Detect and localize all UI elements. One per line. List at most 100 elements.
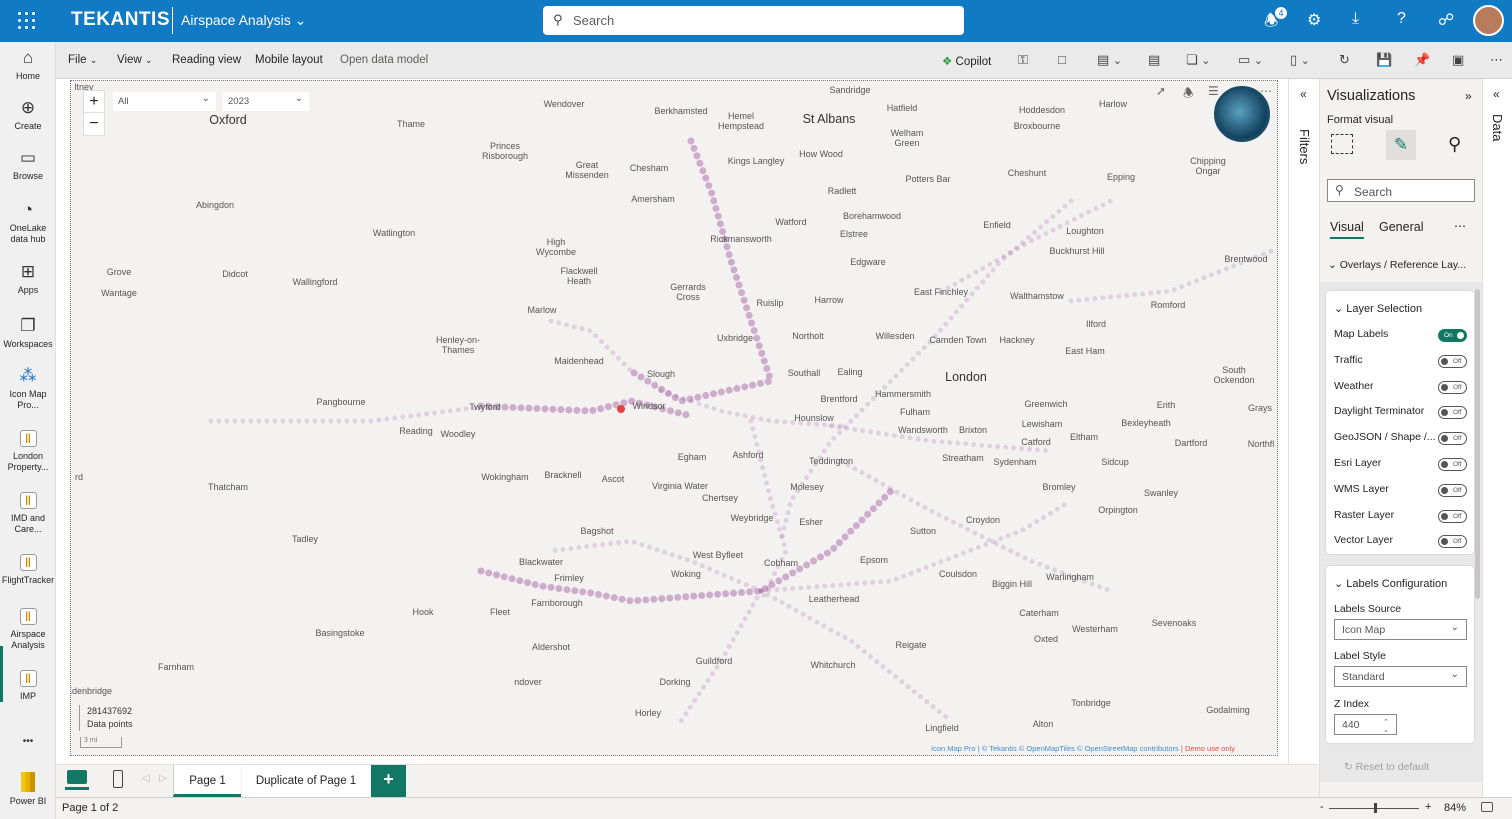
comment-icon[interactable]: □ — [1058, 52, 1066, 67]
nav-label: FlightTracker — [1, 575, 55, 585]
zoom-in-button[interactable]: + — [84, 91, 104, 113]
onelake-icon: ◔ — [22, 200, 34, 219]
gear-icon[interactable]: ⚙ — [1307, 12, 1322, 29]
nav-item-flighttracker[interactable]: || FlightTracker — [0, 554, 56, 586]
viz-search-input[interactable]: ⚲ Search — [1327, 179, 1475, 202]
teams-icon[interactable]: ▣ — [1452, 52, 1465, 67]
nav-item-icon-map-pro[interactable]: ⁂ Icon Map Pro... — [0, 366, 56, 411]
nav-item-onelake-data-hub[interactable]: ◔ OneLake data hub — [0, 200, 56, 245]
mobile-layout-button[interactable]: Mobile layout — [255, 54, 323, 66]
filter-icon[interactable]: ☰ — [1208, 84, 1219, 98]
search-input[interactable]: ⚲ Search — [543, 6, 964, 35]
scrollbar[interactable] — [1475, 289, 1480, 599]
copilot-button[interactable]: ❖ Copilot — [942, 54, 991, 68]
icon-map-pro-icon: ⁂ — [19, 366, 37, 385]
place-label: Maidenhead — [554, 356, 604, 366]
next-page-icon[interactable]: ▷ — [159, 773, 167, 784]
collapse-icon[interactable]: « — [1493, 87, 1500, 101]
nav-item-create[interactable]: ⊕ Create — [0, 98, 56, 132]
more-options-icon[interactable]: ⋯ — [1490, 52, 1503, 67]
layout-icon[interactable]: ▯ ⌄ — [1290, 52, 1310, 67]
tab-general[interactable]: General — [1379, 220, 1424, 234]
labels-config-header[interactable]: ⌄ Labels Configuration — [1334, 578, 1448, 590]
layer-toggle[interactable]: Off — [1438, 509, 1467, 523]
filters-pane[interactable]: « Filters — [1288, 79, 1319, 765]
zoom-out-button[interactable]: − — [89, 115, 99, 132]
reading-view-button[interactable]: Reading view — [172, 54, 242, 66]
subscribe-icon[interactable]: ▤ ⌄ — [1097, 52, 1122, 67]
category-filter[interactable]: All ⌄ — [113, 92, 216, 111]
report-name-dropdown[interactable]: Airspace Analysis ⌄ — [181, 12, 306, 29]
layer-toggle[interactable]: Off — [1438, 354, 1467, 368]
notes-icon[interactable]: ▤ — [1148, 52, 1161, 67]
download-icon[interactable]: ⤓ — [1352, 10, 1360, 27]
overlays-section-header[interactable]: ⌄ Overlays / Reference Lay... — [1328, 259, 1467, 271]
nav-item-browse[interactable]: ▭ Browse — [0, 148, 56, 182]
save-icon[interactable]: 💾 — [1376, 52, 1393, 67]
present-icon[interactable]: ▭ ⌄ — [1238, 52, 1263, 67]
nav-item-apps[interactable]: ⊞ Apps — [0, 262, 56, 296]
nav-label: London Property... — [7, 451, 49, 472]
desktop-layout-icon[interactable] — [67, 770, 87, 784]
layer-toggle[interactable]: On — [1438, 329, 1467, 342]
collapse-icon[interactable]: « — [1300, 87, 1307, 101]
share-icon[interactable]: ☍ — [1438, 12, 1455, 29]
alert-icon[interactable]: 🕭 — [1183, 86, 1194, 100]
page-tab-1[interactable]: Page 1 — [173, 765, 241, 797]
nav-item-home[interactable]: ⌂ Home — [0, 48, 56, 82]
nav-item-power-bi[interactable]: Power BI — [0, 772, 56, 807]
layer-toggle[interactable]: Off — [1438, 535, 1467, 549]
format-visual-icon[interactable]: ✎ — [1386, 130, 1416, 160]
shapes-icon[interactable]: ❏ ⌄ — [1186, 52, 1211, 67]
place-label: Hoddesdon — [1018, 105, 1066, 115]
layer-toggle[interactable]: Off — [1438, 406, 1467, 420]
layer-toggle[interactable]: Off — [1438, 483, 1467, 497]
nav-item-[interactable]: ••• — [0, 732, 56, 755]
open-data-model-button[interactable]: Open data model — [340, 54, 429, 66]
z-index-input[interactable]: 440 ⌃ ⌄ — [1334, 714, 1397, 735]
zoom-slider-thumb[interactable] — [1374, 803, 1378, 813]
map-visual[interactable]: ltney Sandridge Wendover Berkhamsted Hemel H… — [70, 80, 1278, 756]
nav-item-imd-and-care[interactable]: || IMD and Care... — [0, 492, 56, 535]
labels-source-dropdown[interactable]: Icon Map ⌄ — [1334, 619, 1467, 640]
refresh-icon[interactable]: ↻ — [1339, 52, 1350, 67]
data-pane[interactable]: « Data — [1482, 79, 1512, 797]
nav-item-london-property[interactable]: || London Property... — [0, 430, 56, 473]
tab-visual[interactable]: Visual — [1330, 220, 1364, 239]
layer-toggle[interactable]: Off — [1438, 432, 1467, 446]
add-page-button[interactable]: + — [371, 765, 406, 797]
nav-item-airspace-analysis[interactable]: || Airspace Analysis — [0, 608, 56, 651]
layer-toggle[interactable]: Off — [1438, 380, 1467, 394]
year-filter[interactable]: 2023 ⌄ — [223, 92, 309, 111]
more-options-icon[interactable]: ⋯ — [1454, 219, 1466, 233]
nav-item-imp[interactable]: || IMP — [0, 670, 56, 702]
pin-icon[interactable]: 📌 — [1414, 52, 1431, 67]
nav-label: Workspaces — [3, 339, 53, 349]
analytics-icon[interactable]: ⚲ — [1448, 134, 1462, 154]
view-menu[interactable]: View ⌄ — [117, 54, 153, 66]
spinner-icon[interactable]: ⌃ ⌄ — [1383, 719, 1389, 734]
expand-icon[interactable]: » — [1465, 89, 1472, 103]
zoom-out-button[interactable]: - — [1320, 801, 1324, 813]
binoculars-icon[interactable]: ⚿ — [1018, 52, 1028, 67]
fit-to-page-icon[interactable] — [1481, 802, 1493, 812]
reset-to-default-button[interactable]: ↻ Reset to default — [1344, 761, 1430, 773]
app-launcher-icon[interactable] — [18, 12, 36, 30]
label-style-dropdown[interactable]: Standard ⌄ — [1334, 666, 1467, 687]
zoom-slider[interactable] — [1329, 808, 1419, 809]
prev-page-icon[interactable]: ◁ — [142, 773, 150, 784]
data-points-value: 281437692 — [87, 706, 133, 716]
zoom-in-button[interactable]: + — [1425, 801, 1432, 813]
hotspot-marker[interactable] — [617, 405, 625, 413]
pin-visual-icon[interactable]: ➚ — [1156, 84, 1167, 98]
page-tab-2[interactable]: Duplicate of Page 1 — [242, 765, 370, 797]
layer-toggle[interactable]: Off — [1438, 458, 1467, 471]
layer-selection-header[interactable]: ⌄ Layer Selection — [1334, 303, 1423, 315]
file-menu[interactable]: File ⌄ — [68, 54, 98, 66]
build-visual-icon[interactable] — [1331, 134, 1353, 154]
avatar[interactable] — [1473, 5, 1504, 36]
attribution-text[interactable]: Icon Map Pro | © Tekantis © OpenMapTiles… — [931, 744, 1179, 753]
nav-item-workspaces[interactable]: ❐ Workspaces — [0, 316, 56, 350]
mobile-layout-icon[interactable] — [113, 770, 123, 788]
help-icon[interactable]: ? — [1397, 10, 1406, 27]
